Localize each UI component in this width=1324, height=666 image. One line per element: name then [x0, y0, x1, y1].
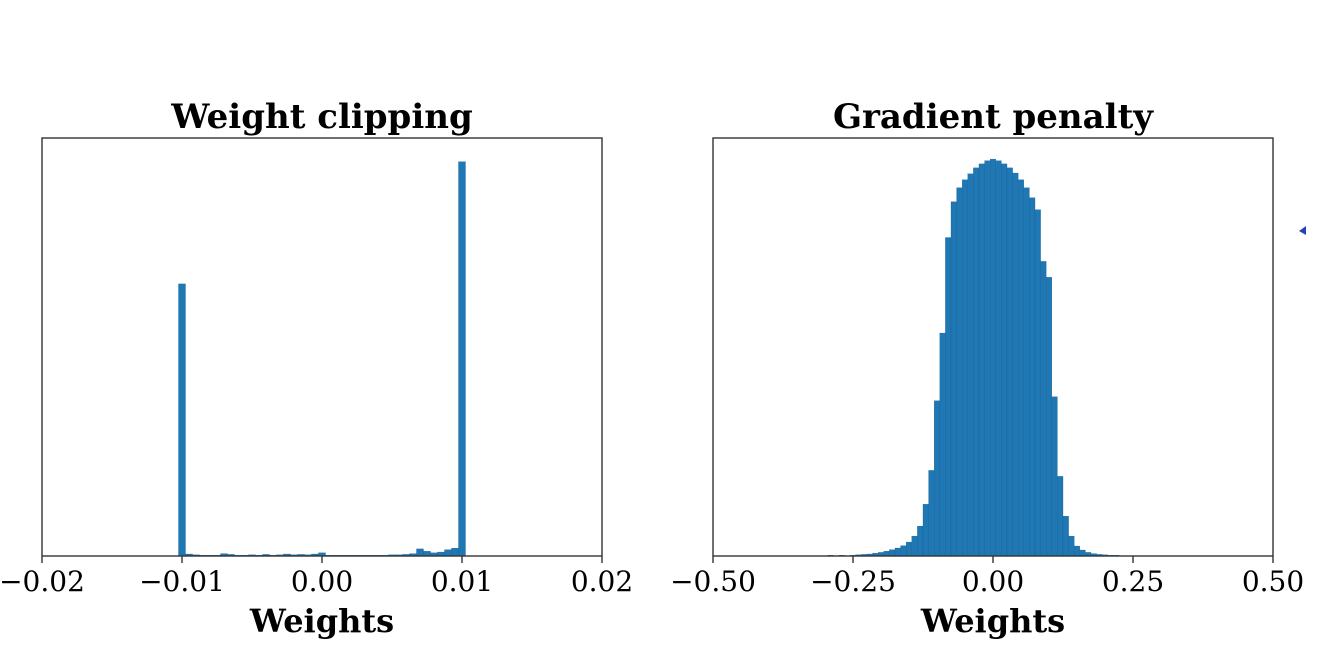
x-tick-label: 0.01 [431, 565, 493, 598]
histogram-bar [1023, 187, 1030, 557]
x-tick-label: 0.00 [962, 565, 1024, 598]
x-axis-label: Weights [920, 602, 1065, 640]
x-tick-label: −0.01 [139, 565, 225, 598]
histogram-bar [950, 201, 957, 557]
histogram-bar [956, 187, 963, 557]
histogram-bar [1012, 172, 1019, 557]
histogram-bar [928, 470, 935, 557]
histogram-bar [990, 158, 996, 557]
histogram-bar [978, 163, 985, 557]
histogram-bar [906, 541, 912, 557]
histogram-bar [967, 173, 974, 557]
histogram-bar [1079, 549, 1086, 557]
histogram-bar [883, 551, 890, 557]
x-tick-label: −0.50 [670, 565, 756, 598]
histogram-bar [1068, 535, 1075, 557]
histogram-bar [984, 160, 991, 557]
x-tick-label: 0.02 [571, 565, 633, 598]
histogram-bar [1034, 209, 1041, 557]
x-axis-label: Weights [249, 602, 394, 640]
histogram-bar [1040, 261, 1047, 557]
cropped-arrow-icon [1299, 226, 1306, 235]
histogram-bar [900, 545, 907, 557]
bars-group [178, 161, 466, 557]
histogram-bar [1074, 545, 1080, 557]
bars-group [827, 158, 1120, 557]
histogram-bar [922, 504, 929, 557]
x-axis-ticks [41, 556, 603, 563]
histogram-bar [889, 549, 896, 557]
histogram-bar [416, 548, 424, 557]
histogram-bar [1046, 277, 1052, 557]
histogram-bar [995, 160, 1002, 557]
x-tick-label: 0.00 [291, 565, 353, 598]
histogram-bar [1006, 167, 1013, 557]
x-tick-label: 0.50 [1242, 565, 1304, 598]
histogram-bar [444, 549, 452, 557]
histogram-bar [917, 525, 924, 557]
histogram-bar [934, 400, 940, 557]
x-axis-ticks [712, 556, 1274, 563]
histogram-bar [939, 332, 946, 557]
histogram-bar [973, 167, 980, 557]
histogram-bar [911, 535, 918, 557]
histogram-bar [1057, 476, 1064, 557]
x-tick-label: −0.02 [0, 565, 85, 598]
histogram-bar [178, 283, 186, 557]
histogram-bar [451, 547, 459, 557]
histogram-bar [894, 547, 901, 557]
plot-frame [41, 137, 603, 557]
histogram-bar [1051, 396, 1058, 557]
chart-title: Weight clipping [170, 97, 472, 137]
chart-title: Gradient penalty [833, 97, 1154, 137]
histogram-bar [423, 551, 431, 557]
histogram-bar [1001, 163, 1008, 557]
histogram-bar [962, 179, 968, 557]
histogram-bar [458, 161, 466, 557]
histogram-bar [1018, 179, 1024, 557]
histogram-bar [1029, 197, 1036, 557]
histogram-bar [1062, 516, 1069, 557]
x-tick-label: 0.25 [1102, 565, 1164, 598]
panel-gradient-penalty: Gradient penalty −0.50 −0.25 0.00 0.25 0… [670, 97, 1304, 640]
x-tick-label: −0.25 [810, 565, 896, 598]
panel-weight-clipping: Weight clipping −0.02 −0.01 0.00 0.01 0.… [0, 97, 633, 640]
histogram-bar [945, 237, 952, 557]
